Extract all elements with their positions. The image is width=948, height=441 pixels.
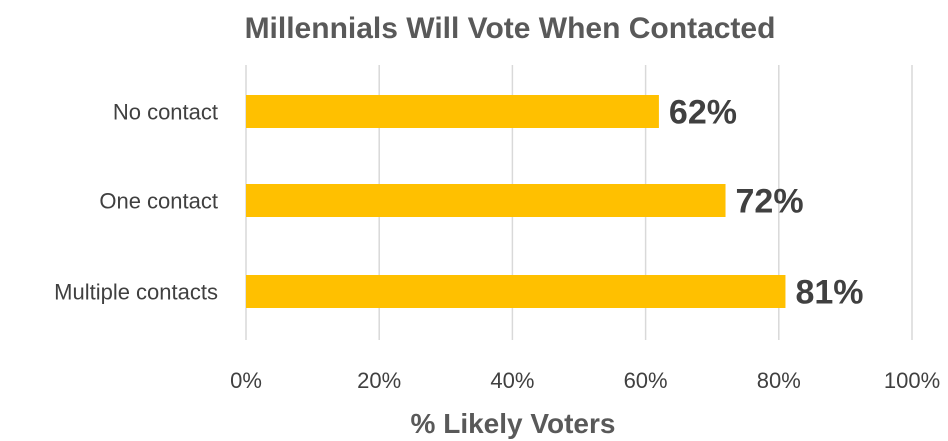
data-labels: 62% 72% 81% xyxy=(669,94,864,312)
category-label: No contact xyxy=(113,100,218,125)
bar-no-contact xyxy=(246,95,659,128)
x-tick-label: 0% xyxy=(230,368,262,393)
data-label: 81% xyxy=(795,274,863,312)
bars xyxy=(246,95,786,308)
x-tick-label: 80% xyxy=(757,368,801,393)
bar-one-contact xyxy=(246,184,726,217)
x-tick-labels: 0% 20% 40% 60% 80% 100% xyxy=(230,368,940,393)
x-tick-label: 60% xyxy=(624,368,668,393)
category-label: Multiple contacts xyxy=(54,280,218,305)
bar-multiple-contacts xyxy=(246,275,786,308)
x-tick-label: 20% xyxy=(357,368,401,393)
chart-title: Millennials Will Vote When Contacted xyxy=(245,12,776,45)
x-tick-label: 100% xyxy=(884,368,940,393)
category-label: One contact xyxy=(99,189,218,214)
category-labels: No contact One contact Multiple contacts xyxy=(54,100,218,305)
x-axis-title: % Likely Voters xyxy=(411,408,616,439)
x-tick-label: 40% xyxy=(490,368,534,393)
data-label: 72% xyxy=(736,183,804,221)
data-label: 62% xyxy=(669,94,737,132)
